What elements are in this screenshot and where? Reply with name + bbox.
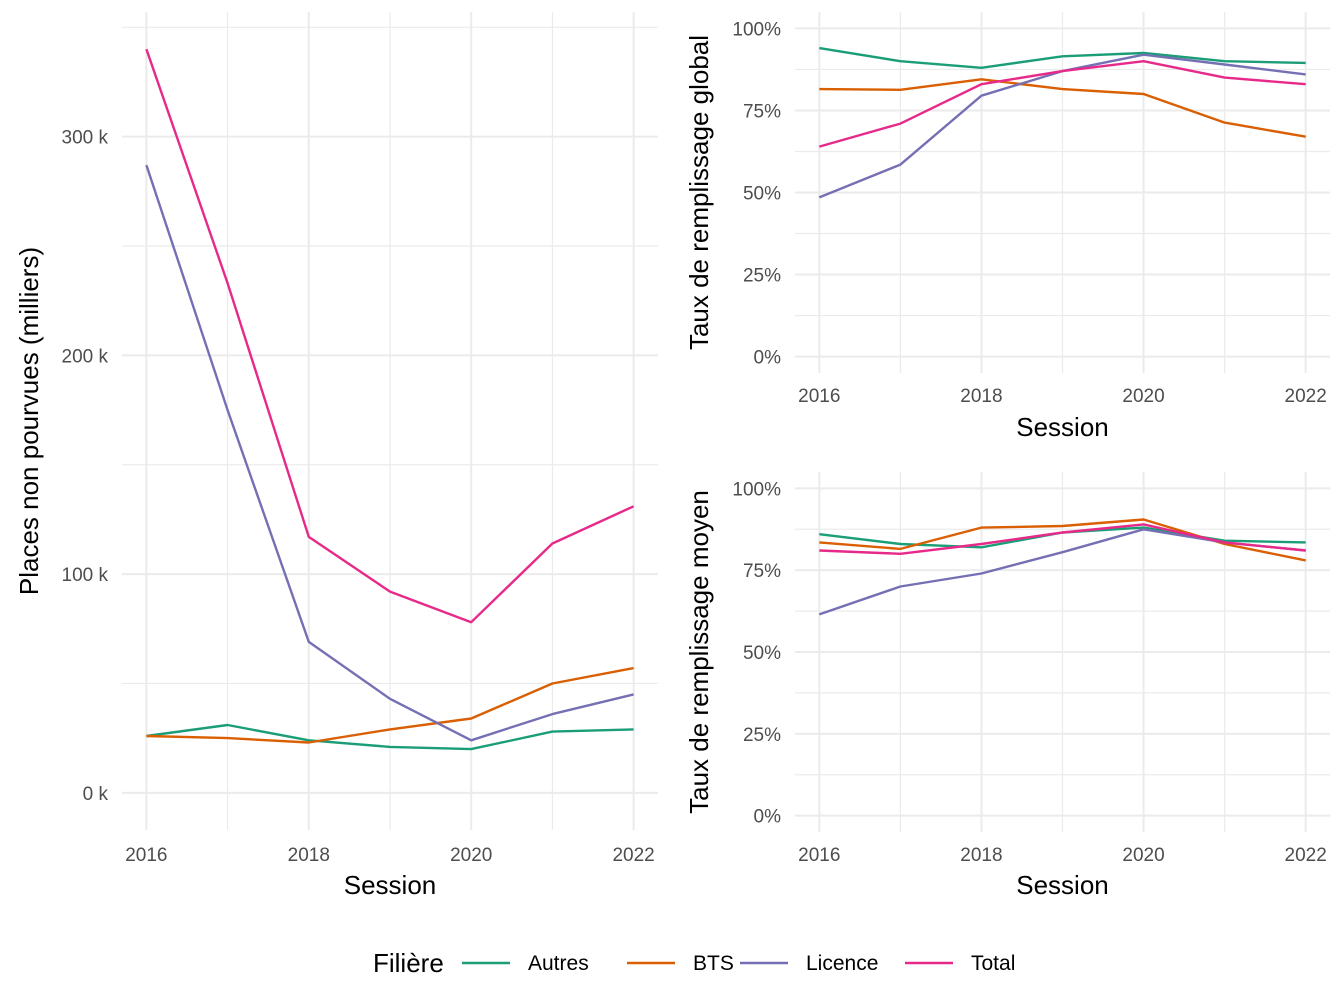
y-tick-label: 200 k [62, 346, 109, 367]
x-tick-label: 2022 [1285, 386, 1327, 407]
legend-item-total: Total [905, 952, 1015, 975]
series-lines [818, 518, 1306, 616]
series-line-total [818, 60, 1306, 148]
y-tick-label: 75% [743, 561, 781, 582]
legend-items: Autres BTS Licence Total [462, 952, 1015, 975]
x-axis-title: Session [344, 870, 437, 900]
x-tick-label: 2022 [1285, 845, 1327, 866]
series-line-bts [819, 78, 1306, 138]
series-lines [818, 46, 1306, 199]
y-tick-label: 25% [743, 266, 781, 287]
y-tick-label: 0 k [83, 784, 109, 805]
legend-label: BTS [693, 952, 734, 975]
legend-label: Autres [528, 952, 589, 975]
legend-title: Filière [373, 948, 444, 978]
series-line-total [145, 48, 635, 624]
y-axis-title: Taux de remplissage global [684, 35, 714, 350]
x-tick-label: 2018 [960, 386, 1002, 407]
grid [795, 472, 1330, 832]
x-axis-title: Session [1016, 412, 1109, 442]
y-tick-label: 0% [754, 807, 782, 828]
y-tick-label: 0% [754, 348, 782, 369]
y-tick-label: 50% [743, 184, 781, 205]
legend-label: Total [971, 952, 1015, 975]
legend-label: Licence [806, 952, 878, 975]
y-tick-label: 300 k [62, 128, 109, 149]
x-tick-label: 2020 [450, 845, 492, 866]
series-line-autres [146, 723, 634, 751]
y-axis-title: Taux de remplissage moyen [684, 490, 714, 814]
x-tick-label: 2020 [1122, 845, 1164, 866]
y-tick-label: 100% [732, 19, 781, 40]
y-tick-label: 75% [743, 101, 781, 122]
y-tick-label: 100% [732, 479, 781, 500]
legend-item-autres: Autres [462, 952, 589, 975]
y-tick-label: 100 k [62, 565, 109, 586]
chart-panel-2: 0% 25% 50% 75% 100% 2016 2018 2020 2022 Session Ta… [684, 12, 1330, 442]
legend-item-bts: BTS [627, 952, 734, 975]
grid [122, 12, 658, 830]
x-tick-label: 2016 [125, 845, 167, 866]
series-line-licence [145, 164, 634, 742]
chart-legend: Filière Autres BTS Licence Total [373, 948, 1015, 978]
x-tick-label: 2018 [288, 845, 330, 866]
grid [795, 12, 1330, 373]
chart-panels: 0 k 100 k 200 k 300 k 2016 2018 2020 2022 Sessio… [14, 12, 1330, 900]
x-tick-label: 2022 [612, 845, 654, 866]
series-lines [145, 48, 635, 751]
chart-panel-3: 0% 25% 50% 75% 100% 2016 2018 2020 2022 Session Ta… [684, 472, 1330, 900]
y-tick-label: 25% [743, 725, 781, 746]
y-axis-title: Places non pourvues (milliers) [14, 247, 44, 595]
x-tick-label: 2016 [798, 845, 840, 866]
y-tick-label: 50% [743, 643, 781, 664]
x-tick-label: 2020 [1122, 386, 1164, 407]
x-axis-title: Session [1016, 870, 1109, 900]
series-line-bts [146, 666, 634, 744]
x-tick-label: 2016 [798, 386, 840, 407]
series-line-bts [819, 518, 1306, 562]
series-line-total [819, 523, 1306, 555]
chart-panel-1: 0 k 100 k 200 k 300 k 2016 2018 2020 2022 Sessio… [14, 12, 658, 900]
series-line-autres [819, 46, 1306, 70]
legend-item-licence: Licence [740, 952, 878, 975]
x-tick-label: 2018 [960, 845, 1002, 866]
